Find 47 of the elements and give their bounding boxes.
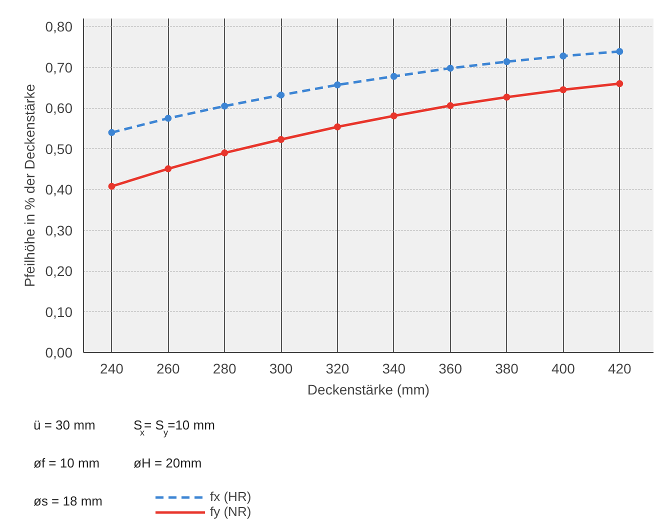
point — [560, 86, 567, 94]
point — [108, 129, 116, 136]
text: øH = 20mm — [134, 456, 202, 470]
y-tick-label: 0,70 — [45, 59, 73, 76]
point — [278, 136, 285, 143]
x-tick-label: 260 — [156, 360, 180, 376]
y-axis-title: Pfeilhöhe in % der Deckenstärke — [21, 84, 38, 288]
point — [334, 123, 341, 130]
x-axis-title: Deckenstärke (mm) — [307, 382, 430, 398]
point — [616, 48, 624, 55]
y-tick-label: 0,30 — [45, 222, 73, 238]
x-tick-label: 360 — [438, 360, 462, 376]
x-tick-label: 420 — [608, 360, 632, 376]
point — [390, 112, 398, 120]
legend-label: fy (NR) — [210, 504, 252, 519]
x-tick-label: 240 — [100, 360, 124, 376]
x-tick-label: 340 — [382, 360, 406, 376]
y-tick-label: 0,20 — [45, 263, 73, 280]
x-tick-label: 280 — [212, 360, 236, 376]
point — [221, 102, 228, 110]
point — [334, 81, 341, 88]
point — [446, 102, 454, 110]
y-tick-label: 0,60 — [45, 100, 73, 116]
point — [108, 182, 116, 190]
point — [221, 149, 228, 156]
point — [390, 72, 398, 80]
x-tick-label: 400 — [552, 360, 576, 376]
text: øs = 18 mm — [34, 494, 102, 508]
text: ü = 30 mm — [34, 418, 96, 432]
point — [560, 52, 567, 60]
y-tick-label: 0,80 — [45, 18, 73, 35]
y-tick-label: 0,10 — [45, 304, 73, 320]
y-tick-label: 0,00 — [45, 344, 73, 360]
point — [503, 94, 510, 101]
text: øf = 10 mm — [34, 456, 100, 470]
y-tick-label: 0,40 — [45, 182, 73, 198]
x-tick-label: 320 — [326, 360, 350, 376]
point — [446, 64, 454, 72]
y-tick-label: 0,50 — [45, 140, 73, 157]
x-tick-label: 380 — [495, 360, 519, 376]
x-tick-label: 300 — [269, 360, 293, 376]
point — [164, 114, 172, 122]
point — [503, 58, 510, 66]
legend-label: fx (HR) — [210, 489, 252, 504]
point — [278, 92, 285, 99]
point — [616, 80, 624, 88]
point — [164, 165, 172, 172]
